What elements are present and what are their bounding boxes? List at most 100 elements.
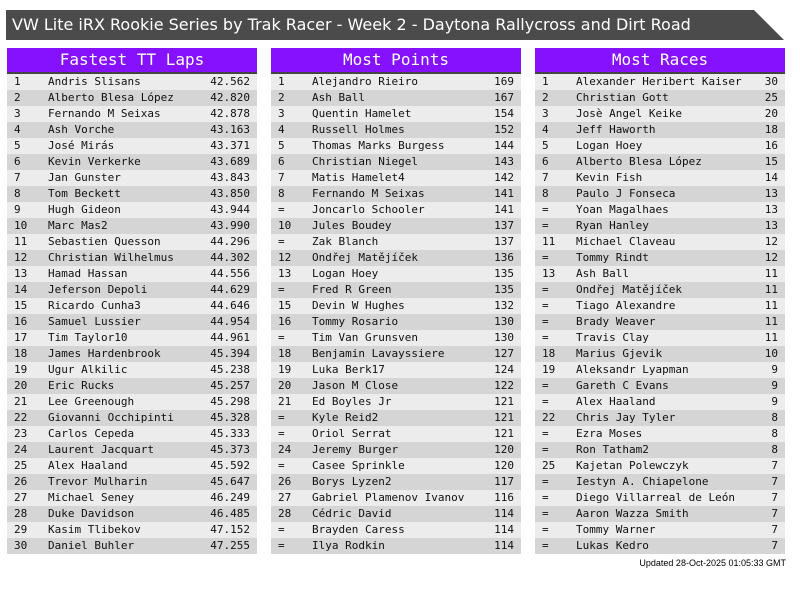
value-cell: 130 (494, 315, 514, 328)
table-row: 15 Devin W Hughes 132 (271, 298, 521, 314)
rank-cell: = (542, 251, 549, 264)
table-row: = Alex Haaland 9 (535, 394, 785, 410)
driver-name: Ash Ball (576, 267, 629, 280)
table-row: = Zak Blanch 137 (271, 234, 521, 250)
rank-cell: 27 (278, 491, 292, 504)
rank-cell: 8 (14, 187, 21, 200)
value-cell: 12 (764, 235, 778, 248)
value-cell: 46.249 (210, 491, 250, 504)
table-row: 29 Kasim Tlibekov 47.152 (7, 522, 257, 538)
table-row: 22 Giovanni Occhipinti 45.328 (7, 410, 257, 426)
panel-most-races: Most Races 1 Alexander Heribert Kaiser 30 2… (535, 48, 785, 554)
table-row: 4 Ash Vorche 43.163 (7, 122, 257, 138)
table-row: 27 Gabriel Plamenov Ivanov 116 (271, 490, 521, 506)
rank-cell: 20 (278, 379, 292, 392)
table-row: 13 Ash Ball 11 (535, 266, 785, 282)
rank-cell: 4 (542, 123, 549, 136)
driver-name: Andris Slisans (48, 75, 141, 88)
value-cell: 14 (764, 171, 778, 184)
driver-name: Alex Haaland (48, 459, 128, 472)
driver-name: Jason M Close (312, 379, 399, 392)
panel-most-points: Most Points 1 Alejandro Rieiro 169 2 Ash Bal… (271, 48, 521, 554)
table-row: 11 Michael Claveau 12 (535, 234, 785, 250)
rank-cell: 16 (14, 315, 28, 328)
rank-cell: 13 (278, 267, 292, 280)
table-row: 6 Christian Niegel 143 (271, 154, 521, 170)
value-cell: 127 (494, 347, 514, 360)
table-row: 10 Marc Mas2 43.990 (7, 218, 257, 234)
driver-name: José Mirás (48, 139, 115, 152)
driver-name: Eric Rucks (48, 379, 115, 392)
driver-name: Zak Blanch (312, 235, 379, 248)
rank-cell: = (278, 203, 285, 216)
value-cell: 141 (494, 203, 514, 216)
rank-cell: = (278, 539, 285, 552)
rank-cell: 10 (14, 219, 28, 232)
rank-cell: = (278, 331, 285, 344)
driver-name: Fernando M Seixas (312, 187, 425, 200)
table-row: 2 Alberto Blesa López 42.820 (7, 90, 257, 106)
value-cell: 43.163 (210, 123, 250, 136)
value-cell: 154 (494, 107, 514, 120)
rank-cell: 15 (14, 299, 28, 312)
table-row: 4 Jeff Haworth 18 (535, 122, 785, 138)
rank-cell: 21 (278, 395, 292, 408)
panel-fastest-tt-laps: Fastest TT Laps 1 Andris Slisans 42.562 2 Al… (7, 48, 257, 554)
value-cell: 42.562 (210, 75, 250, 88)
rank-cell: 21 (14, 395, 28, 408)
value-cell: 12 (764, 251, 778, 264)
table-row: 3 Fernando M Seixas 42.878 (7, 106, 257, 122)
driver-name: Tiago Alexandre (576, 299, 676, 312)
value-cell: 143 (494, 155, 514, 168)
table-row: 6 Alberto Blesa López 15 (535, 154, 785, 170)
driver-name: Alejandro Rieiro (312, 75, 418, 88)
table-row: = Casee Sprinkle 120 (271, 458, 521, 474)
rank-cell: 6 (542, 155, 549, 168)
driver-name: Jeferson Depoli (48, 283, 148, 296)
driver-name: Jules Boudey (312, 219, 392, 232)
value-cell: 20 (764, 107, 778, 120)
value-cell: 13 (764, 219, 778, 232)
driver-name: Tim Taylor10 (48, 331, 128, 344)
value-cell: 117 (494, 475, 514, 488)
rank-cell: = (278, 427, 285, 440)
value-cell: 132 (494, 299, 514, 312)
rank-cell: 1 (278, 75, 285, 88)
rank-cell: 24 (14, 443, 28, 456)
value-cell: 122 (494, 379, 514, 392)
table-row: 21 Ed Boyles Jr 121 (271, 394, 521, 410)
value-cell: 121 (494, 395, 514, 408)
table-row: 27 Michael Seney 46.249 (7, 490, 257, 506)
table-row: = Lukas Kedro 7 (535, 538, 785, 554)
value-cell: 42.820 (210, 91, 250, 104)
rank-cell: 10 (278, 219, 292, 232)
value-cell: 43.371 (210, 139, 250, 152)
table-row: 18 Marius Gjevik 10 (535, 346, 785, 362)
rank-cell: 11 (14, 235, 28, 248)
rank-cell: 28 (14, 507, 28, 520)
driver-name: Lee Greenough (48, 395, 135, 408)
driver-name: Christian Wilhelmus (48, 251, 174, 264)
driver-name: Alberto Blesa López (48, 91, 174, 104)
table-row: 7 Jan Gunster 43.843 (7, 170, 257, 186)
rank-cell: 26 (278, 475, 292, 488)
rank-cell: 15 (278, 299, 292, 312)
rank-cell: 25 (542, 459, 556, 472)
rank-cell: 23 (14, 427, 28, 440)
rank-cell: = (542, 219, 549, 232)
table-row: 13 Hamad Hassan 44.556 (7, 266, 257, 282)
table-row: 8 Paulo J Fonseca 13 (535, 186, 785, 202)
value-cell: 121 (494, 411, 514, 424)
table-row: = Tommy Warner 7 (535, 522, 785, 538)
value-cell: 135 (494, 283, 514, 296)
table-row: = Ezra Moses 8 (535, 426, 785, 442)
driver-name: Alberto Blesa López (576, 155, 702, 168)
value-cell: 124 (494, 363, 514, 376)
rank-cell: 24 (278, 443, 292, 456)
table-row: = Tommy Rindt 12 (535, 250, 785, 266)
value-cell: 43.850 (210, 187, 250, 200)
value-cell: 7 (771, 523, 778, 536)
table-row: = Tim Van Grunsven 130 (271, 330, 521, 346)
driver-name: Tommy Rosario (312, 315, 399, 328)
value-cell: 43.843 (210, 171, 250, 184)
